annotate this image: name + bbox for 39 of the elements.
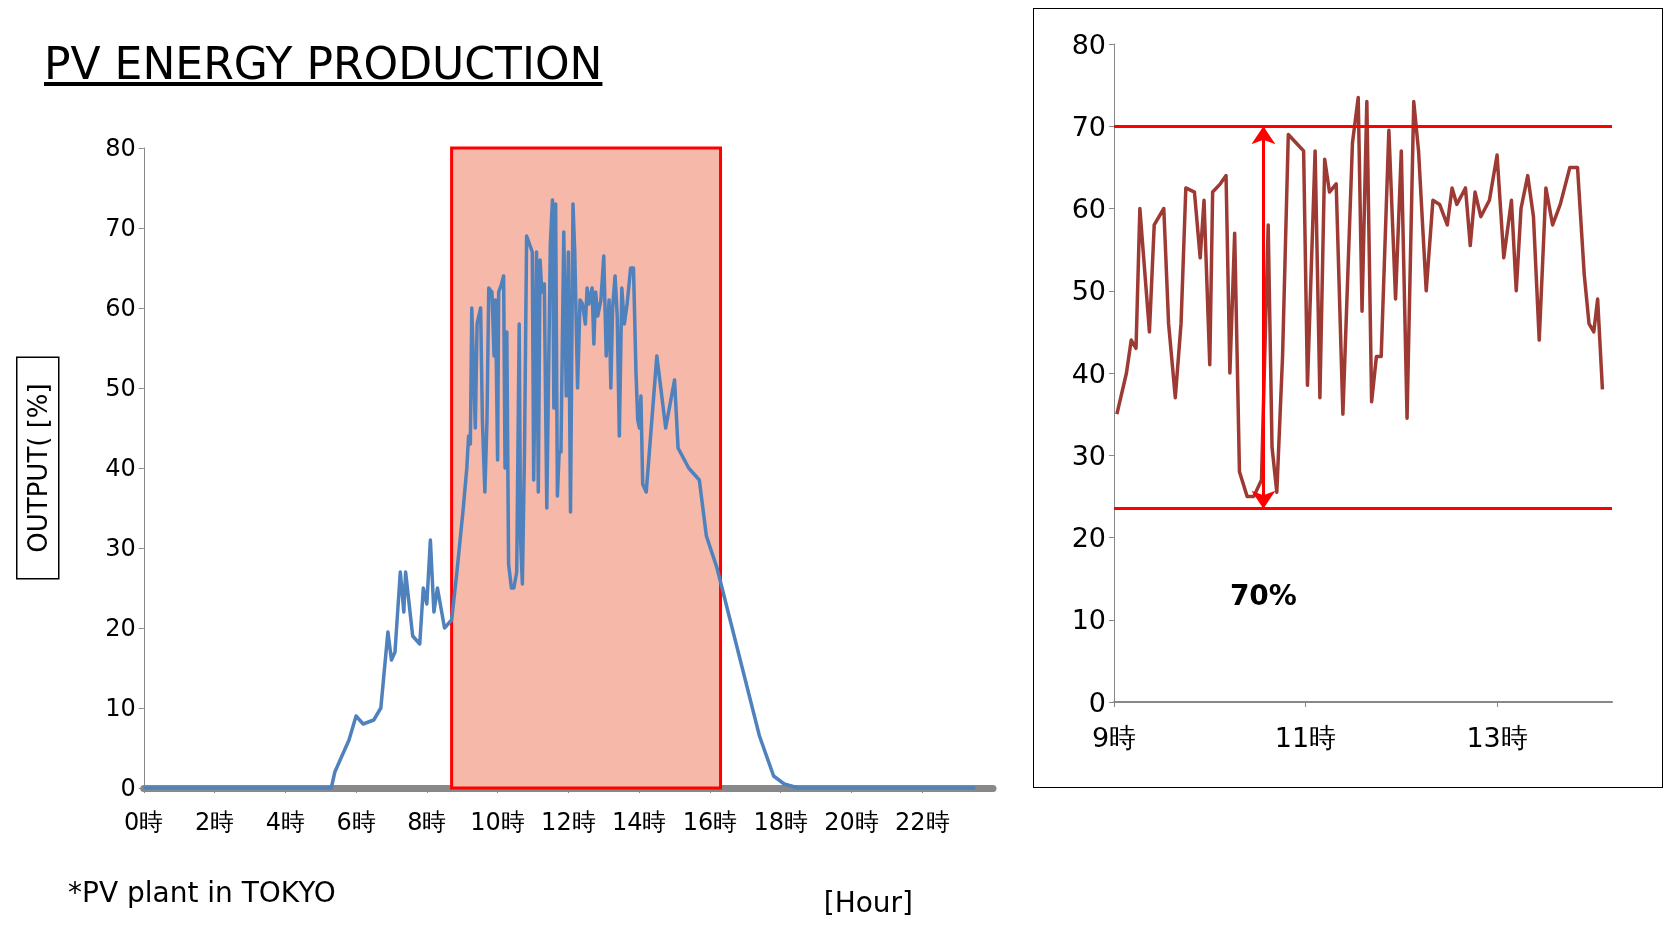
y-tick-label: 40 xyxy=(105,454,136,482)
x-tick-label: 22時 xyxy=(894,808,950,836)
y-tick-label: 50 xyxy=(1071,275,1106,307)
y-tick-label: 80 xyxy=(1071,28,1106,60)
y-tick-label: 0 xyxy=(120,774,136,802)
x-tick-label: 4時 xyxy=(265,808,305,836)
x-tick-label: 0時 xyxy=(124,808,164,836)
x-tick-label: 9時 xyxy=(1091,722,1137,753)
x-tick-label: 2時 xyxy=(194,808,235,836)
x-axis-title: [Hour] xyxy=(823,885,913,919)
y-tick-label: 30 xyxy=(1071,439,1106,471)
y-tick-label: 20 xyxy=(1071,522,1106,553)
x-tick-label: 20時 xyxy=(824,808,879,836)
y-tick-label: 60 xyxy=(1071,193,1106,224)
y-tick-label: 20 xyxy=(105,614,136,642)
y-tick-label: 30 xyxy=(105,534,136,562)
y-tick-label: 60 xyxy=(105,294,136,322)
x-tick-label: 10時 xyxy=(470,808,525,836)
x-tick-label: 6時 xyxy=(336,808,376,836)
y-tick-label: 70 xyxy=(1071,110,1106,142)
chart-title: PV ENERGY PRODUCTION xyxy=(44,38,603,89)
y-tick-label: 10 xyxy=(1071,604,1106,636)
x-tick-label: 8時 xyxy=(407,808,447,836)
x-tick-label: 14時 xyxy=(611,808,667,836)
y-tick-label: 40 xyxy=(1071,357,1106,389)
x-tick-label: 18時 xyxy=(753,808,808,836)
text: *PV plant in TOKYO xyxy=(68,875,336,909)
y-axis-title: OUTPUT( [%] xyxy=(22,383,53,553)
x-tick-label: 12時 xyxy=(541,808,596,836)
x-tick-label: 13時 xyxy=(1466,722,1528,753)
y-tick-label: 50 xyxy=(105,374,136,402)
y-tick-label: 0 xyxy=(1088,686,1106,718)
annotation: 70% xyxy=(1229,579,1297,613)
x-tick-label: 11時 xyxy=(1274,722,1337,753)
line-series xyxy=(142,198,978,790)
y-tick-label: 10 xyxy=(105,694,136,722)
y-tick-label: 70 xyxy=(105,214,136,242)
y-tick-label: 80 xyxy=(105,134,136,162)
x-tick-label: 16時 xyxy=(682,808,738,836)
